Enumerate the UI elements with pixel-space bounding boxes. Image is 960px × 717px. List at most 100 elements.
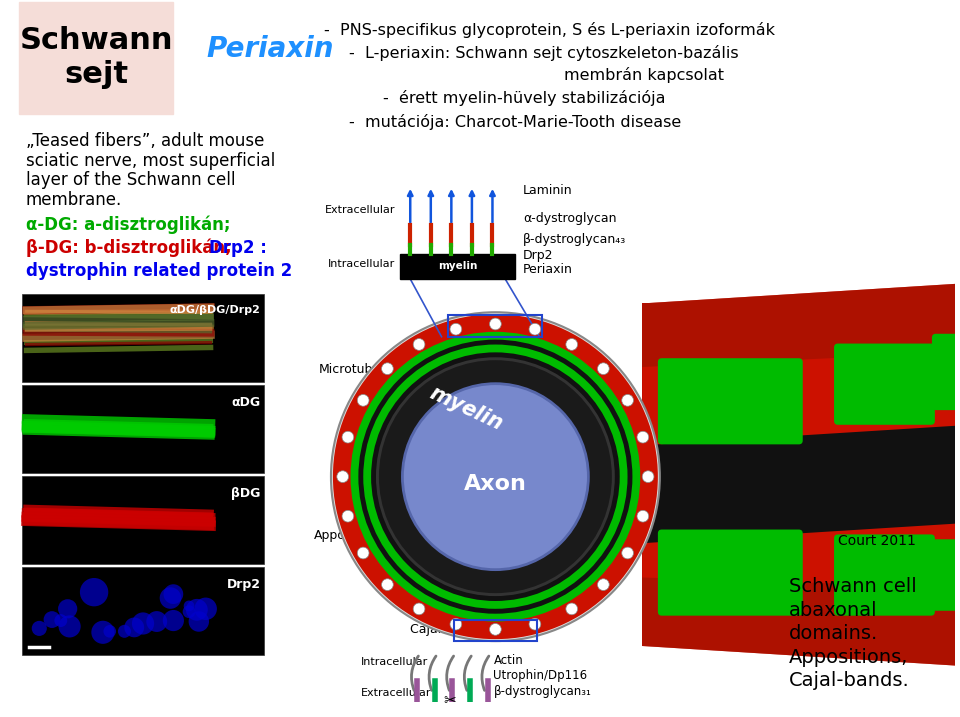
Circle shape: [32, 579, 57, 605]
Circle shape: [70, 594, 93, 617]
Circle shape: [37, 587, 49, 599]
Circle shape: [381, 363, 394, 374]
Circle shape: [101, 579, 115, 594]
Circle shape: [128, 607, 145, 625]
Circle shape: [331, 312, 660, 641]
Circle shape: [357, 547, 369, 559]
Circle shape: [113, 607, 135, 629]
Text: Periaxin: Periaxin: [523, 262, 573, 275]
Text: Extracellular: Extracellular: [361, 688, 432, 698]
Circle shape: [357, 394, 369, 407]
Polygon shape: [642, 303, 955, 646]
Polygon shape: [652, 315, 955, 635]
Text: Microtubules: Microtubules: [320, 364, 399, 376]
Circle shape: [450, 618, 462, 630]
Circle shape: [402, 384, 588, 569]
Circle shape: [637, 511, 649, 522]
Circle shape: [201, 623, 217, 640]
Text: myelin: myelin: [426, 382, 506, 434]
Text: -  érett myelin-hüvely stabilizációja: - érett myelin-hüvely stabilizációja: [383, 90, 665, 106]
Circle shape: [190, 596, 212, 618]
FancyBboxPatch shape: [658, 530, 803, 616]
Bar: [454, 619, 537, 641]
Bar: [22, 475, 264, 564]
Text: Utrophin/Dp116: Utrophin/Dp116: [493, 668, 588, 682]
Circle shape: [450, 323, 462, 335]
Text: β-DG: b-disztroglikán;: β-DG: b-disztroglikán;: [26, 239, 237, 257]
Text: Schwann cell
abaxonal
domains.
Appositions,
Cajal-bands.: Schwann cell abaxonal domains. Appositio…: [789, 577, 917, 690]
Circle shape: [350, 332, 640, 622]
Text: Schwann
sejt: Schwann sejt: [19, 27, 173, 89]
Text: sciatic nerve, most superficial: sciatic nerve, most superficial: [26, 152, 275, 170]
Text: layer of the Schwann cell: layer of the Schwann cell: [26, 171, 235, 189]
Circle shape: [70, 607, 93, 629]
Text: Cajal band: Cajal band: [410, 623, 477, 636]
Text: Drp2: Drp2: [227, 579, 260, 592]
Circle shape: [158, 597, 186, 625]
Circle shape: [379, 360, 612, 593]
Bar: [22, 384, 264, 473]
FancyBboxPatch shape: [658, 358, 803, 445]
Circle shape: [342, 432, 354, 443]
Polygon shape: [657, 321, 955, 628]
Polygon shape: [642, 284, 955, 665]
Circle shape: [490, 624, 501, 635]
Circle shape: [413, 603, 425, 614]
Text: membrán kapcsolat: membrán kapcsolat: [564, 67, 724, 82]
Text: -  L-periaxin: Schwann sejt cytoszkeleton-bazális: - L-periaxin: Schwann sejt cytoszkeleton…: [348, 45, 738, 61]
Text: myelin: myelin: [438, 261, 477, 271]
Circle shape: [358, 340, 633, 614]
Text: αDG: αDG: [231, 397, 260, 409]
Text: Axon: Axon: [464, 475, 527, 495]
Text: Court 2011: Court 2011: [838, 534, 916, 549]
Circle shape: [642, 471, 654, 483]
Circle shape: [155, 589, 184, 617]
Circle shape: [529, 618, 540, 630]
Text: β-dystroglycan₄₃: β-dystroglycan₄₃: [523, 233, 626, 247]
FancyBboxPatch shape: [834, 343, 935, 424]
Text: Drp2 :: Drp2 :: [208, 239, 267, 257]
Polygon shape: [642, 426, 955, 543]
Circle shape: [381, 579, 394, 591]
Circle shape: [622, 547, 634, 559]
Text: ✂: ✂: [443, 693, 456, 708]
Polygon shape: [661, 327, 955, 622]
Text: Apposition: Apposition: [314, 529, 380, 542]
Text: „Teased fibers”, adult mouse: „Teased fibers”, adult mouse: [26, 132, 264, 150]
Text: Periaxin: Periaxin: [206, 35, 334, 63]
FancyBboxPatch shape: [932, 539, 959, 611]
Text: Drp2: Drp2: [523, 249, 553, 262]
Text: dystrophin related protein 2: dystrophin related protein 2: [26, 262, 292, 280]
Circle shape: [123, 589, 133, 599]
Circle shape: [490, 318, 501, 330]
Polygon shape: [642, 284, 955, 367]
Circle shape: [597, 363, 610, 374]
Circle shape: [342, 511, 354, 522]
Circle shape: [597, 579, 610, 591]
Circle shape: [376, 357, 614, 596]
Circle shape: [565, 338, 578, 351]
Circle shape: [98, 592, 119, 614]
Circle shape: [363, 345, 628, 609]
Text: Extracellular: Extracellular: [325, 206, 396, 215]
FancyBboxPatch shape: [834, 534, 935, 616]
Polygon shape: [666, 333, 955, 617]
Circle shape: [337, 471, 348, 483]
Circle shape: [64, 612, 92, 640]
Polygon shape: [677, 345, 955, 605]
Circle shape: [112, 622, 136, 646]
Circle shape: [565, 603, 578, 614]
Text: β-dystroglycan₃₁: β-dystroglycan₃₁: [493, 685, 591, 698]
Text: αDG/βDG/Drp2: αDG/βDG/Drp2: [170, 305, 260, 315]
Text: -  mutációja: Charcot-Marie-Tooth disease: - mutációja: Charcot-Marie-Tooth disease: [348, 113, 681, 130]
Text: membrane.: membrane.: [26, 191, 122, 209]
Bar: [448, 315, 542, 337]
Bar: [22, 566, 264, 655]
Text: Actin: Actin: [493, 654, 523, 667]
Text: α-dystroglycan: α-dystroglycan: [523, 212, 616, 224]
FancyBboxPatch shape: [932, 334, 959, 410]
Circle shape: [333, 314, 658, 639]
Circle shape: [64, 587, 93, 615]
Circle shape: [637, 432, 649, 443]
Polygon shape: [672, 338, 955, 611]
